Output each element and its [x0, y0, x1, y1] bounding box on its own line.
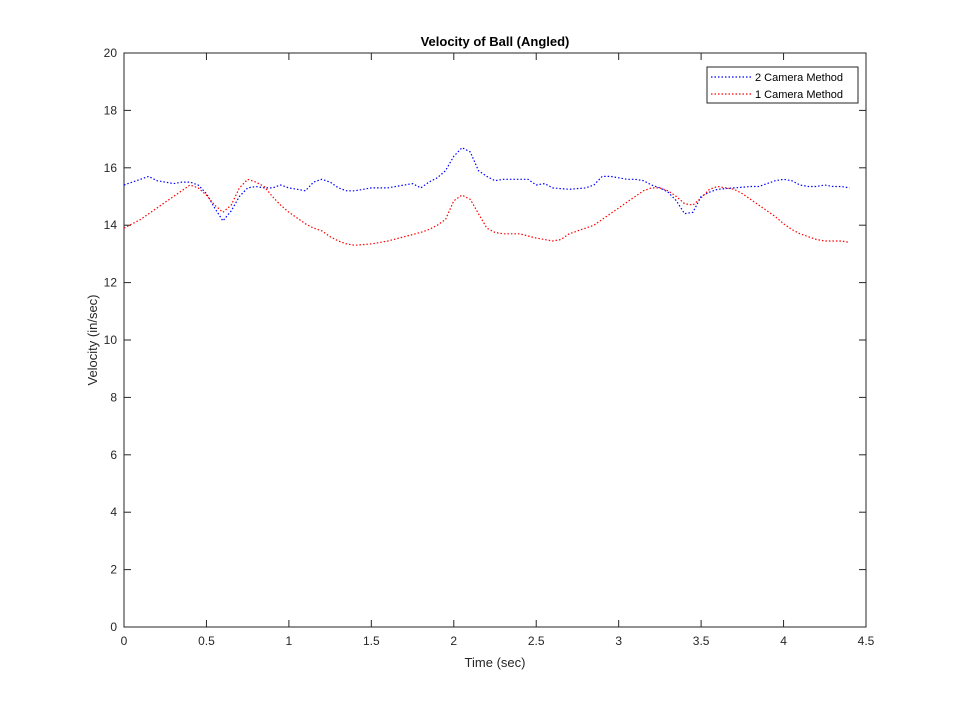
y-axis: 0 2 4 6 8 10 12 14 16 18 20	[104, 46, 866, 634]
series-line-2-camera	[123, 146, 850, 222]
y-tick-label: 4	[110, 505, 117, 519]
x-tick-label: 3.5	[693, 634, 710, 648]
y-tick-label: 6	[110, 448, 117, 462]
y-tick-label: 0	[110, 620, 117, 634]
series-line-1-camera	[123, 178, 850, 246]
x-tick-label: 1.5	[363, 634, 380, 648]
x-tick-label: 1	[286, 634, 293, 648]
y-axis-label: Velocity (in/sec)	[85, 294, 100, 385]
x-tick-label: 4	[780, 634, 787, 648]
plot-area: 0 0.5 1 1.5 2 2.5 3 3.5 4 4.5 0 2 4 6 8 10 12 14 16 18 20	[104, 46, 875, 648]
y-tick-label: 20	[104, 46, 118, 60]
x-axis: 0 0.5 1 1.5 2 2.5 3 3.5 4 4.5	[121, 53, 875, 648]
x-tick-label: 2.5	[528, 634, 545, 648]
chart-title: Velocity of Ball (Angled)	[421, 34, 570, 49]
y-tick-label: 14	[104, 218, 118, 232]
x-tick-label: 0	[121, 634, 128, 648]
series-lines	[123, 146, 850, 246]
legend-box	[706, 66, 859, 104]
legend: 2 Camera Method 1 Camera Method	[706, 66, 859, 104]
legend-entry-2-camera: 2 Camera Method	[755, 72, 843, 84]
y-tick-label: 16	[104, 161, 118, 175]
y-tick-label: 18	[104, 103, 118, 117]
plot-frame	[123, 52, 867, 628]
legend-entry-1-camera: 1 Camera Method	[755, 89, 843, 101]
x-tick-label: 4.5	[858, 634, 875, 648]
x-tick-label: 0.5	[198, 634, 215, 648]
y-tick-label: 8	[110, 390, 117, 404]
x-tick-label: 3	[615, 634, 622, 648]
y-tick-label: 10	[104, 333, 118, 347]
y-tick-label: 2	[110, 563, 117, 577]
x-axis-label: Time (sec)	[465, 655, 526, 670]
y-tick-label: 12	[104, 276, 118, 290]
x-tick-label: 2	[450, 634, 457, 648]
